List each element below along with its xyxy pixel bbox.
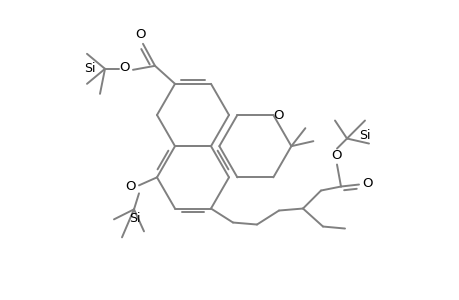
Text: O: O (119, 61, 130, 74)
Text: O: O (331, 149, 341, 162)
Text: O: O (135, 28, 146, 41)
Text: O: O (362, 177, 372, 190)
Text: O: O (125, 180, 136, 193)
Text: Si: Si (358, 129, 369, 142)
Text: O: O (273, 109, 283, 122)
Text: Si: Si (84, 62, 96, 75)
Text: Si: Si (129, 212, 140, 225)
